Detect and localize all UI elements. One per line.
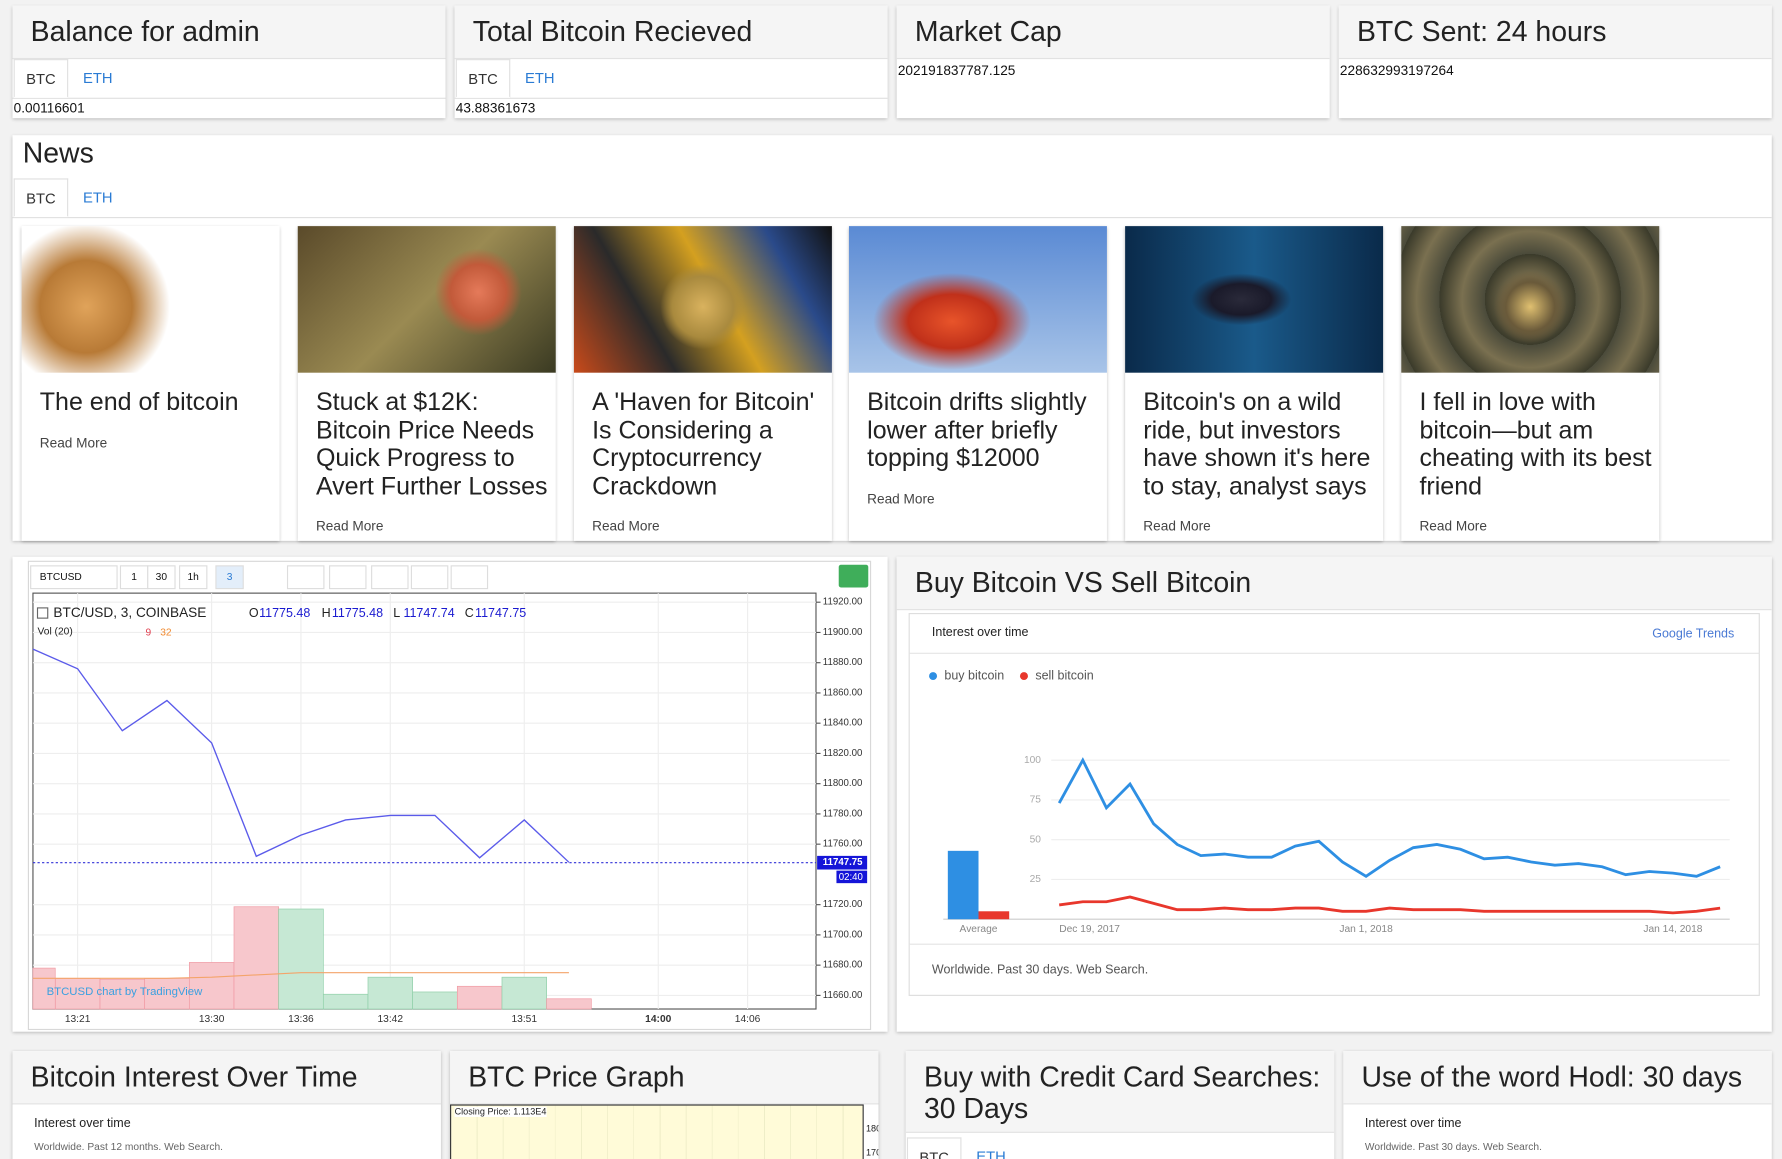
card-subtitle: Interest over time bbox=[34, 1116, 131, 1131]
read-more[interactable]: Read More bbox=[592, 518, 660, 535]
tab[interactable]: BTC bbox=[455, 59, 511, 98]
stat-card: Total Bitcoin Recieved BTC ETH 43.88361673 bbox=[454, 5, 888, 119]
card-footer: Worldwide. Past 12 months. Web Search. bbox=[34, 1140, 224, 1153]
card-title: Total Bitcoin Recieved bbox=[454, 5, 888, 60]
tab[interactable]: ETH bbox=[82, 188, 113, 206]
news-card: I fell in love with bitcoin—but am cheat… bbox=[1401, 226, 1660, 541]
headline: The end of bitcoin bbox=[39, 387, 239, 416]
news-image bbox=[573, 226, 832, 373]
news-card: Stuck at $12K: Bitcoin Price Needs Quick… bbox=[297, 226, 556, 541]
read-more[interactable]: Read More bbox=[39, 434, 108, 451]
read-more[interactable]: Read More bbox=[1143, 518, 1211, 535]
news-card: Bitcoin drifts slightly lower after brie… bbox=[848, 226, 1107, 541]
tab[interactable]: ETH bbox=[525, 69, 555, 87]
card-value: 202191837787.125 bbox=[897, 62, 1016, 79]
card-value: 0.00116601 bbox=[13, 99, 85, 116]
trends-title: Buy Bitcoin VS Sell Bitcoin bbox=[896, 556, 1772, 611]
news-card: A 'Haven for Bitcoin' Is Considering a C… bbox=[573, 226, 832, 541]
news-image bbox=[297, 226, 556, 373]
tab[interactable]: BTC bbox=[906, 1137, 962, 1159]
price-chart-panel bbox=[12, 556, 888, 1032]
card-title: BTC Price Graph bbox=[450, 1051, 879, 1105]
headline: Bitcoin drifts slightly lower after brie… bbox=[867, 387, 1087, 472]
headline: I fell in love with bitcoin—but am cheat… bbox=[1419, 387, 1652, 500]
stat-card: BTC Sent: 24 hours 228632993197264 bbox=[1338, 5, 1772, 119]
headline: Bitcoin's on a wild ride, but investors … bbox=[1143, 387, 1371, 500]
mini-legend: Closing Price: 1.113E4 bbox=[454, 1106, 547, 1117]
news-text: Stuck at $12K: Bitcoin Price Needs Quick… bbox=[315, 387, 549, 535]
news-text: Bitcoin drifts slightly lower after brie… bbox=[867, 387, 1100, 507]
card-value: 228632993197264 bbox=[1339, 62, 1454, 79]
trends-panel: Buy Bitcoin VS Sell Bitcoin bbox=[896, 556, 1772, 1032]
mini-tick: 17000 bbox=[865, 1147, 879, 1158]
card-title: Market Cap bbox=[896, 5, 1330, 60]
news-title: News bbox=[22, 137, 94, 170]
news-card: Bitcoin's on a wild ride, but investors … bbox=[1125, 226, 1384, 541]
tab-row: BTC ETH bbox=[906, 1137, 1334, 1159]
mini-tick: 18000 bbox=[865, 1123, 879, 1134]
card-footer: Worldwide. Past 30 days. Web Search. bbox=[1364, 1140, 1542, 1153]
stat-card: Balance for admin BTC ETH 0.00116601 bbox=[12, 5, 446, 119]
stat-card: Market Cap 202191837787.125 bbox=[896, 5, 1330, 119]
card-title: Use of the word Hodl: 30 days bbox=[1343, 1051, 1772, 1105]
tab[interactable]: BTC bbox=[13, 59, 69, 98]
read-more[interactable]: Read More bbox=[867, 490, 935, 507]
bottom-card: Use of the word Hodl: 30 days Interest ov… bbox=[1343, 1051, 1772, 1159]
card-title: BTC Sent: 24 hours bbox=[1338, 5, 1772, 60]
tab-row: BTC ETH bbox=[12, 178, 1772, 219]
card-title: Bitcoin Interest Over Time bbox=[12, 1051, 441, 1105]
tab-row: BTC ETH bbox=[12, 59, 446, 99]
card-value: 43.88361673 bbox=[455, 99, 536, 116]
news-image bbox=[848, 226, 1107, 373]
tab[interactable]: ETH bbox=[82, 69, 113, 87]
news-text: A 'Haven for Bitcoin' Is Considering a C… bbox=[592, 387, 825, 535]
bottom-card: Bitcoin Interest Over Time Interest over … bbox=[12, 1051, 441, 1159]
news-text: Bitcoin's on a wild ride, but investors … bbox=[1143, 387, 1376, 535]
news-text: I fell in love with bitcoin—but am cheat… bbox=[1419, 387, 1652, 535]
tab-row: BTC ETH bbox=[454, 59, 888, 99]
tab[interactable]: BTC bbox=[13, 178, 69, 218]
bottom-card: Buy with Credit Card Searches: 30 Days BT… bbox=[905, 1051, 1335, 1159]
news-card: The end of bitcoin Read More bbox=[21, 226, 280, 541]
news-text: The end of bitcoin Read More bbox=[39, 387, 273, 451]
card-title: Buy with Credit Card Searches: 30 Days bbox=[905, 1051, 1335, 1133]
card-subtitle: Interest over time bbox=[1364, 1116, 1462, 1131]
news-image bbox=[21, 226, 280, 373]
headline: Stuck at $12K: Bitcoin Price Needs Quick… bbox=[315, 387, 548, 500]
news-image bbox=[1125, 226, 1384, 373]
read-more[interactable]: Read More bbox=[315, 518, 384, 535]
news-image bbox=[1401, 226, 1660, 373]
headline: A 'Haven for Bitcoin' Is Considering a C… bbox=[592, 387, 815, 500]
tab[interactable]: ETH bbox=[976, 1147, 1006, 1159]
read-more[interactable]: Read More bbox=[1419, 518, 1487, 535]
card-title: Balance for admin bbox=[12, 5, 446, 60]
